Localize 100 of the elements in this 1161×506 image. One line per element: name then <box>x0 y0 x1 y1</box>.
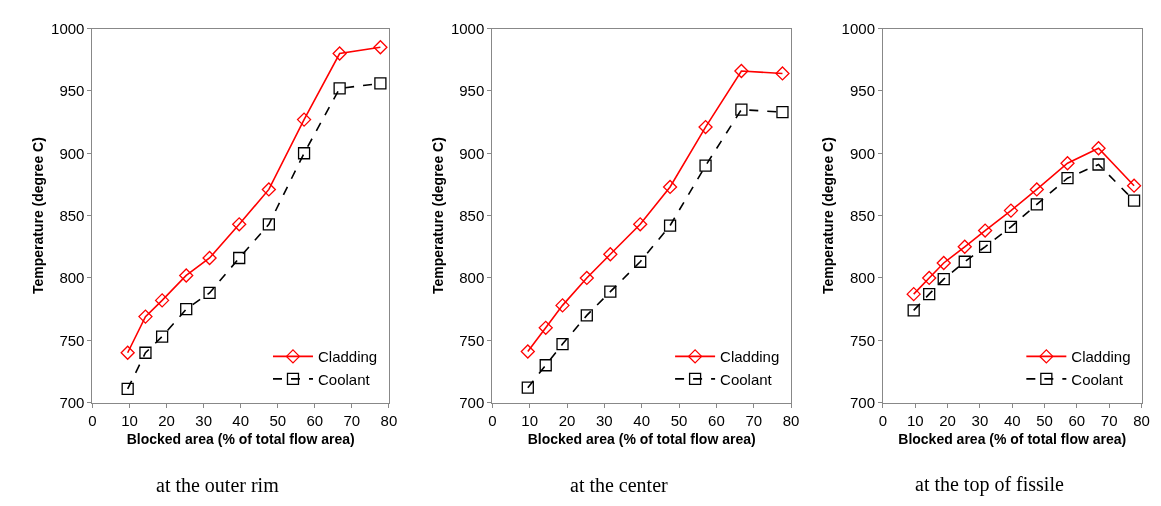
y-tick-label: 800 <box>59 269 85 287</box>
point <box>120 345 135 360</box>
point <box>373 40 388 55</box>
x-tick-label: 80 <box>1133 411 1150 429</box>
point <box>556 337 569 351</box>
x-tick-label: 80 <box>782 411 800 429</box>
point <box>907 304 920 317</box>
point <box>735 103 748 116</box>
point <box>579 270 594 286</box>
point <box>906 287 921 302</box>
point <box>978 240 992 253</box>
x-tick-label: 10 <box>906 411 924 429</box>
point <box>121 382 134 396</box>
x-tick-label: 20 <box>558 411 576 429</box>
point <box>633 217 648 232</box>
x-tick-label: 50 <box>1036 411 1053 429</box>
point <box>663 219 677 232</box>
point <box>155 330 169 343</box>
x-tick-label: 70 <box>343 411 361 429</box>
y-tick-label: 800 <box>459 269 485 287</box>
x-tick-label: 0 <box>878 411 888 429</box>
point <box>538 320 553 335</box>
point <box>1061 172 1074 185</box>
y-tick-label: 700 <box>459 393 485 411</box>
point <box>699 159 712 172</box>
legend-label: Coolant <box>317 370 371 388</box>
point <box>1003 203 1019 218</box>
point <box>1092 158 1105 171</box>
point <box>580 309 593 322</box>
x-axis-title: Blocked area (% of total flow area) <box>527 430 756 447</box>
point <box>296 112 312 127</box>
legend-label: Cladding <box>317 348 378 366</box>
x-tick-label: 60 <box>708 411 725 429</box>
x-tick-label: 50 <box>670 411 688 429</box>
point <box>154 293 170 308</box>
x-tick-label: 10 <box>121 411 138 429</box>
y-tick-label: 900 <box>59 144 85 162</box>
point <box>698 119 713 135</box>
point <box>977 223 993 238</box>
point <box>180 302 193 316</box>
x-tick-label: 70 <box>745 411 763 429</box>
point <box>138 309 153 324</box>
point <box>232 217 247 232</box>
text: at the top of fissile <box>915 473 1064 496</box>
point <box>936 255 951 271</box>
y-tick-label: 750 <box>459 331 485 349</box>
x-tick-label: 10 <box>521 411 539 429</box>
point <box>262 218 275 231</box>
y-tick-label: 1000 <box>51 19 85 37</box>
point <box>1030 198 1043 211</box>
y-tick-label: 950 <box>459 82 485 100</box>
y-tick-label: 1000 <box>841 19 875 37</box>
x-tick-label: 20 <box>939 411 956 429</box>
point <box>202 250 217 266</box>
y-tick-label: 850 <box>849 206 875 224</box>
y-tick-label: 950 <box>59 82 85 100</box>
point <box>333 82 346 95</box>
y-tick-label: 800 <box>849 269 875 287</box>
y-tick-label: 700 <box>59 393 85 411</box>
legend-label: Coolant <box>1071 370 1124 388</box>
point <box>734 63 749 79</box>
text: at the center <box>570 474 669 496</box>
point <box>775 66 790 81</box>
y-tick-label: 900 <box>849 144 875 162</box>
point <box>179 268 194 283</box>
x-tick-label: 30 <box>971 411 989 429</box>
x-tick-label: 60 <box>306 411 324 429</box>
x-tick-label: 60 <box>1068 411 1086 429</box>
x-tick-label: 0 <box>488 411 497 429</box>
point <box>937 273 950 286</box>
x-tick-label: 20 <box>158 411 175 429</box>
y-tick-label: 950 <box>849 82 875 100</box>
x-tick-label: 40 <box>1003 411 1021 429</box>
point <box>634 255 647 268</box>
y-tick-label: 750 <box>849 331 875 349</box>
x-tick-label: 50 <box>269 411 287 429</box>
point <box>923 288 936 301</box>
x-axis-title: Blocked area (% of total flow area) <box>898 430 1127 447</box>
y-tick-label: 850 <box>459 206 485 224</box>
point <box>604 285 617 298</box>
point <box>1004 220 1018 233</box>
y-tick-label: 700 <box>849 393 875 411</box>
point <box>374 77 387 90</box>
point <box>261 182 276 197</box>
point <box>203 286 216 300</box>
point <box>1091 141 1106 156</box>
y-axis-title: Temperature (degree C) <box>29 137 46 295</box>
y-tick-label: 900 <box>459 144 485 162</box>
text: at the outer rim <box>156 474 280 496</box>
y-tick-label: 750 <box>59 331 85 349</box>
point <box>1060 156 1075 171</box>
legend-label: Cladding <box>1071 348 1131 366</box>
x-axis-title: Blocked area (% of total flow area) <box>126 430 355 447</box>
point <box>776 105 789 119</box>
point <box>521 381 534 394</box>
x-tick-label: 70 <box>1100 411 1118 429</box>
point <box>1126 178 1142 193</box>
point <box>922 270 937 286</box>
point <box>662 179 678 195</box>
legend-label: Cladding <box>720 348 780 366</box>
